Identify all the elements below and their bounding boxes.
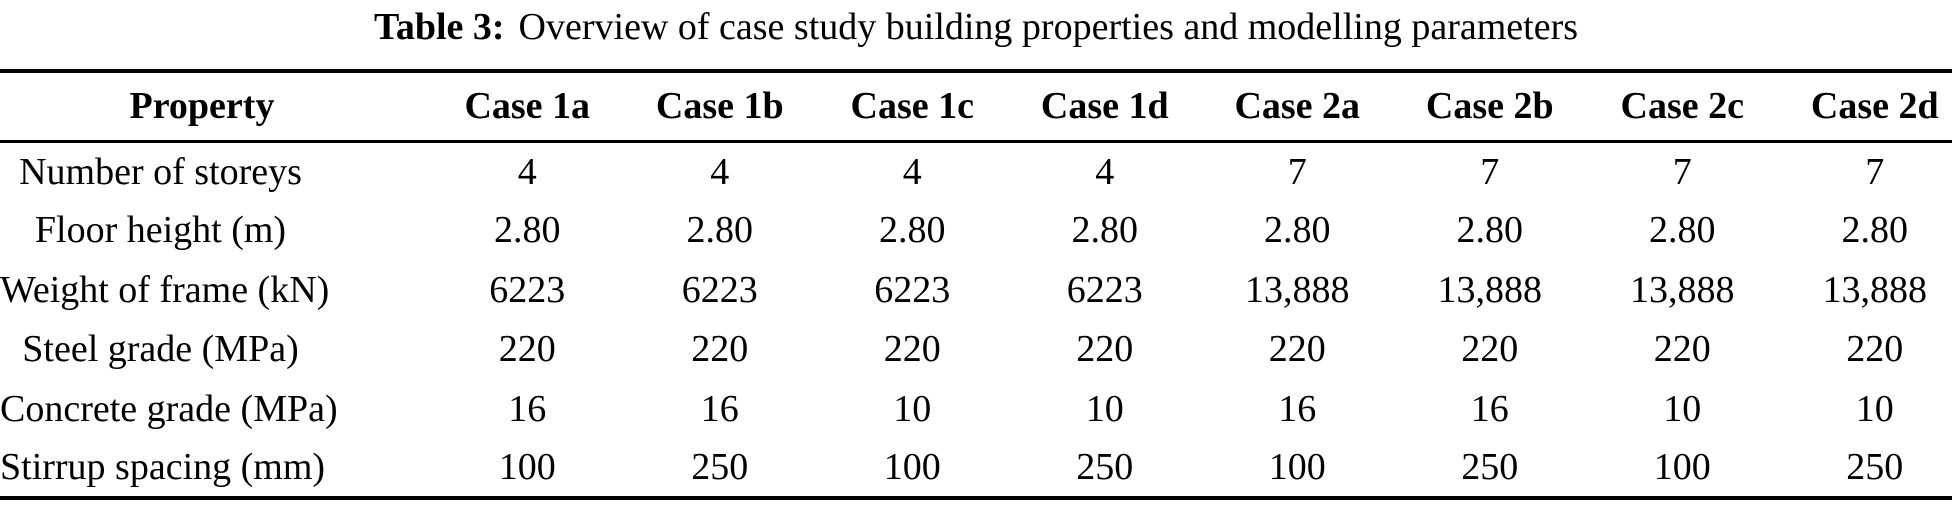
table-cell: 7 (1865, 150, 1885, 193)
table-cell: 100 (498, 446, 556, 489)
table-cell: 220 (883, 328, 941, 371)
table-cell: 250 (1076, 446, 1134, 489)
caption-text: Overview of case study building properti… (518, 6, 1579, 48)
table-cell: 6223 (1066, 268, 1143, 311)
table-cell: 13,888 (1630, 268, 1735, 311)
table-cell: 2.80 (879, 209, 946, 252)
row-label: Floor height (m) (34, 209, 287, 252)
table-cell: 4 (902, 150, 922, 193)
table-cell: 250 (1846, 446, 1904, 489)
table-cell: 2.80 (1841, 209, 1909, 252)
table-cell: 220 (1653, 328, 1711, 371)
table-cell: 16 (1470, 387, 1509, 430)
table-cell: 6223 (489, 268, 566, 311)
properties-table: Property Case 1a Case 1b Case 1c Case 1d Case… (0, 69, 1952, 500)
table-cell: 4 (710, 150, 730, 193)
table-cell: 7 (1287, 150, 1307, 193)
table-caption: Table 3: Overview of case study building … (0, 0, 1952, 69)
table-cell: 13,888 (1437, 268, 1543, 311)
table-row: Weight of frame (kN) 6223 6223 6223 6223 13,8… (0, 260, 1952, 320)
table-cell: 100 (1268, 446, 1326, 489)
table-cell: 220 (691, 328, 749, 371)
table-cell: 100 (1653, 446, 1711, 489)
table-cell: 16 (700, 387, 739, 430)
table-cell: 7 (1672, 150, 1692, 193)
table-cell: 4 (1095, 150, 1115, 193)
column-header: Case 2c (1620, 85, 1744, 128)
table-cell: 6223 (681, 268, 758, 311)
table-row: Steel grade (MPa) 220 220 220 220 220 220 220 22… (0, 320, 1952, 380)
column-header: Case 1c (850, 85, 974, 128)
header-row: Property Case 1a Case 1b Case 1c Case 1d Case… (0, 71, 1952, 141)
table-cell: 250 (1461, 446, 1519, 489)
row-label: Weight of frame (kN) (0, 268, 330, 311)
column-header: Case 2b (1425, 85, 1554, 128)
column-header: Case 2d (1810, 85, 1939, 128)
table-cell: 2.80 (1071, 209, 1139, 252)
row-label: Stirrup spacing (mm) (0, 446, 326, 489)
table-row: Stirrup spacing (mm) 100 250 100 250 100 250 10… (0, 439, 1952, 499)
table-cell: 220 (1846, 328, 1904, 371)
table-cell: 250 (691, 446, 749, 489)
caption-label: Table 3: (373, 6, 505, 48)
table-cell: 6223 (874, 268, 951, 311)
column-header: Case 2a (1234, 85, 1361, 128)
table-cell: 2.80 (1456, 209, 1524, 252)
table-cell: 2.80 (1264, 209, 1331, 252)
table-cell: 220 (1076, 328, 1134, 371)
row-label: Concrete grade (MPa) (0, 387, 338, 430)
table-cell: 2.80 (1649, 209, 1716, 252)
table-cell: 2.80 (494, 209, 561, 252)
row-label: Steel grade (MPa) (22, 328, 299, 371)
table-cell: 10 (1663, 387, 1702, 430)
table-row: Concrete grade (MPa) 16 16 10 10 16 16 10 10 (0, 379, 1952, 439)
table-cell: 4 (517, 150, 537, 193)
column-header: Property (129, 85, 275, 128)
table-cell: 16 (1278, 387, 1317, 430)
column-header: Case 1b (655, 85, 784, 128)
table-row: Number of storeys 4 4 4 4 7 7 7 7 (0, 141, 1952, 201)
table-cell: 220 (1461, 328, 1519, 371)
table-cell: 220 (1268, 328, 1326, 371)
column-header: Case 1d (1040, 85, 1169, 128)
row-label: Number of storeys (19, 150, 302, 193)
table-cell: 7 (1480, 150, 1500, 193)
column-header: Case 1a (464, 85, 591, 128)
table-cell: 10 (1085, 387, 1124, 430)
table-row: Floor height (m) 2.80 2.80 2.80 2.80 2.80 2.80… (0, 201, 1952, 261)
table-cell: 13,888 (1245, 268, 1350, 311)
table-cell: 2.80 (686, 209, 754, 252)
table-cell: 10 (1855, 387, 1894, 430)
table-cell: 10 (893, 387, 932, 430)
table-cell: 220 (498, 328, 556, 371)
table-cell: 13,888 (1822, 268, 1928, 311)
table-cell: 100 (883, 446, 941, 489)
table-cell: 16 (508, 387, 547, 430)
table-body: Number of storeys 4 4 4 4 7 7 7 7 Floor height (m… (0, 141, 1952, 498)
